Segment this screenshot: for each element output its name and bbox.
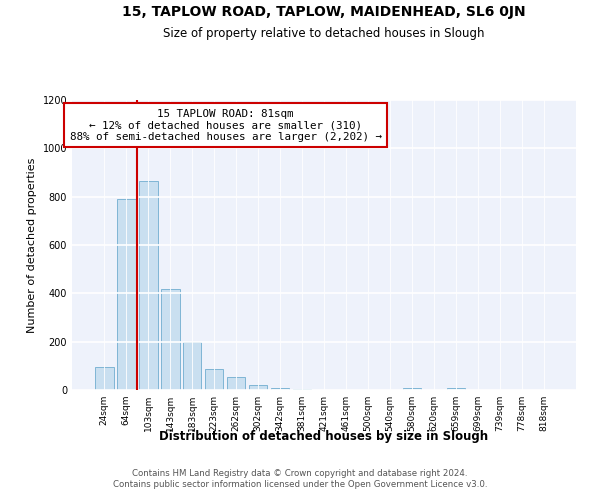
- Bar: [205, 370, 223, 390]
- Bar: [161, 288, 179, 390]
- Text: Distribution of detached houses by size in Slough: Distribution of detached houses by size …: [160, 430, 488, 443]
- Bar: [117, 199, 136, 390]
- Text: Contains HM Land Registry data © Crown copyright and database right 2024.: Contains HM Land Registry data © Crown c…: [132, 468, 468, 477]
- Bar: [446, 388, 465, 390]
- Bar: [249, 384, 268, 390]
- Bar: [403, 388, 421, 390]
- Bar: [183, 342, 202, 390]
- Bar: [227, 378, 245, 390]
- Bar: [95, 367, 113, 390]
- Text: Contains public sector information licensed under the Open Government Licence v3: Contains public sector information licen…: [113, 480, 487, 489]
- Bar: [271, 388, 289, 390]
- Text: 15 TAPLOW ROAD: 81sqm
← 12% of detached houses are smaller (310)
88% of semi-det: 15 TAPLOW ROAD: 81sqm ← 12% of detached …: [70, 108, 382, 142]
- Bar: [139, 181, 158, 390]
- Text: Size of property relative to detached houses in Slough: Size of property relative to detached ho…: [163, 28, 485, 40]
- Y-axis label: Number of detached properties: Number of detached properties: [27, 158, 37, 332]
- Text: 15, TAPLOW ROAD, TAPLOW, MAIDENHEAD, SL6 0JN: 15, TAPLOW ROAD, TAPLOW, MAIDENHEAD, SL6…: [122, 5, 526, 19]
